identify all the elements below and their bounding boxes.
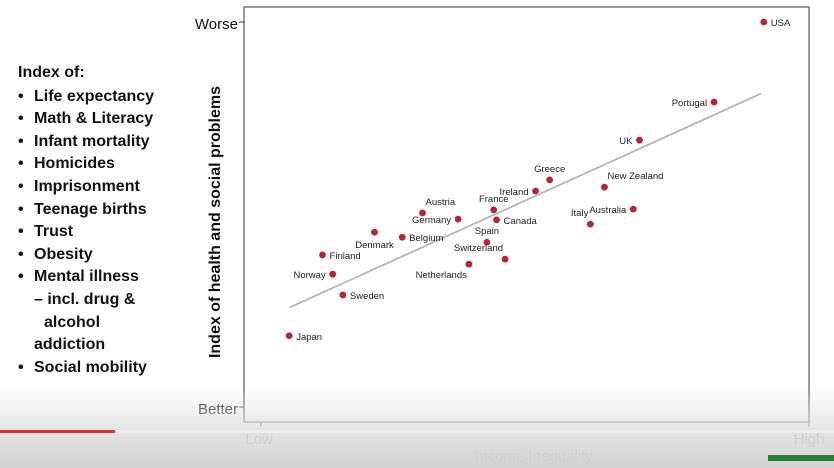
data-label-sweden: Sweden — [350, 291, 384, 302]
data-label-netherlands: Netherlands — [416, 270, 467, 281]
data-point-canada — [493, 216, 500, 224]
plot-frame — [243, 6, 810, 423]
data-label-canada: Canada — [504, 216, 538, 227]
x-axis-label: Income Inequality — [475, 448, 593, 465]
data-point-denmark — [371, 228, 378, 236]
data-label-germany: Germany — [412, 215, 451, 226]
data-point-sweden — [339, 291, 347, 299]
data-label-portugal: Portugal — [672, 98, 707, 109]
data-label-finland: Finland — [330, 251, 361, 262]
data-label-norway: Norway — [294, 270, 326, 281]
data-label-new-zealand: New Zealand — [607, 171, 663, 182]
data-label-greece: Greece — [534, 164, 565, 175]
index-item-sub-label: addiction — [34, 336, 106, 354]
index-item-label: Imprisonment — [34, 177, 140, 195]
data-point-germany — [454, 215, 462, 223]
data-label-ireland: Ireland — [499, 187, 528, 198]
data-label-austria: Austria — [426, 197, 456, 208]
data-label-australia: Australia — [589, 205, 627, 216]
video-progress-fill — [0, 430, 116, 433]
y-tick-label-better: Better — [198, 401, 238, 418]
data-label-france: France — [479, 194, 509, 205]
green-indicator — [768, 455, 834, 461]
data-point-switzerland — [501, 255, 509, 263]
data-point-finland — [319, 251, 326, 259]
index-item: Life expectancy — [18, 86, 218, 109]
index-item-label: Infant mortality — [34, 132, 150, 150]
index-item-label: Life expectancy — [34, 87, 155, 105]
index-item-sub-label: – incl. drug & — [34, 290, 136, 308]
index-panel: Index of: Life expectancy Math & Literacy… — [18, 62, 218, 379]
index-item-label: Obesity — [34, 245, 93, 263]
data-point-greece — [546, 176, 554, 184]
video-progress-track[interactable] — [0, 430, 834, 433]
index-item-label: Homicides — [34, 155, 115, 173]
index-item: Trust — [18, 221, 218, 244]
data-point-portugal — [710, 98, 718, 106]
y-tick-label-worse: Worse — [195, 16, 238, 33]
index-item: Math & Literacy — [18, 108, 218, 131]
x-tick-label-high: High — [794, 431, 825, 448]
x-tick-label-low: Low — [245, 431, 273, 448]
index-item-label: Teenage births — [34, 200, 147, 218]
data-label-usa: USA — [771, 18, 791, 29]
data-point-france — [490, 206, 498, 214]
data-point-japan — [285, 332, 293, 340]
index-heading: Index of: — [18, 64, 85, 81]
data-point-italy — [586, 220, 594, 228]
index-item: Teenage births — [18, 199, 218, 222]
index-item: Obesity — [18, 244, 218, 267]
data-label-italy: Italy — [571, 208, 589, 219]
index-item: Social mobility — [18, 357, 218, 380]
data-label-japan: Japan — [296, 332, 322, 343]
trend-line — [288, 92, 762, 309]
y-axis-label: Index of health and social problems — [207, 86, 224, 358]
data-label-switzerland: Switzerland — [454, 243, 503, 254]
data-point-ireland — [532, 187, 539, 195]
data-label-belgium: Belgium — [409, 233, 443, 244]
index-item: Imprisonment — [18, 176, 218, 199]
data-point-norway — [329, 270, 337, 278]
data-point-australia — [629, 205, 637, 213]
data-point-belgium — [398, 233, 406, 241]
index-item-label: Math & Literacy — [34, 110, 154, 128]
index-item-label: Social mobility — [34, 358, 147, 376]
data-point-new-zealand — [601, 183, 608, 191]
index-item: Mental illness – incl. drug & alcohol addic… — [18, 266, 218, 356]
index-list: Life expectancy Math & Literacy Infant mor… — [18, 86, 218, 380]
data-point-uk — [636, 136, 643, 144]
index-item: Infant mortality — [18, 131, 218, 154]
data-point-austria — [419, 209, 426, 217]
data-point-usa — [760, 18, 768, 26]
data-label-uk: UK — [619, 136, 633, 147]
data-label-spain: Spain — [475, 226, 499, 237]
data-point-netherlands — [465, 260, 473, 268]
index-item-label: Trust — [34, 223, 74, 241]
data-label-denmark: Denmark — [355, 240, 394, 251]
index-item-sub-label: alcohol — [44, 313, 101, 331]
index-item: Homicides — [18, 153, 218, 176]
data-point-spain — [483, 238, 491, 246]
index-item-label: Mental illness — [34, 268, 139, 286]
